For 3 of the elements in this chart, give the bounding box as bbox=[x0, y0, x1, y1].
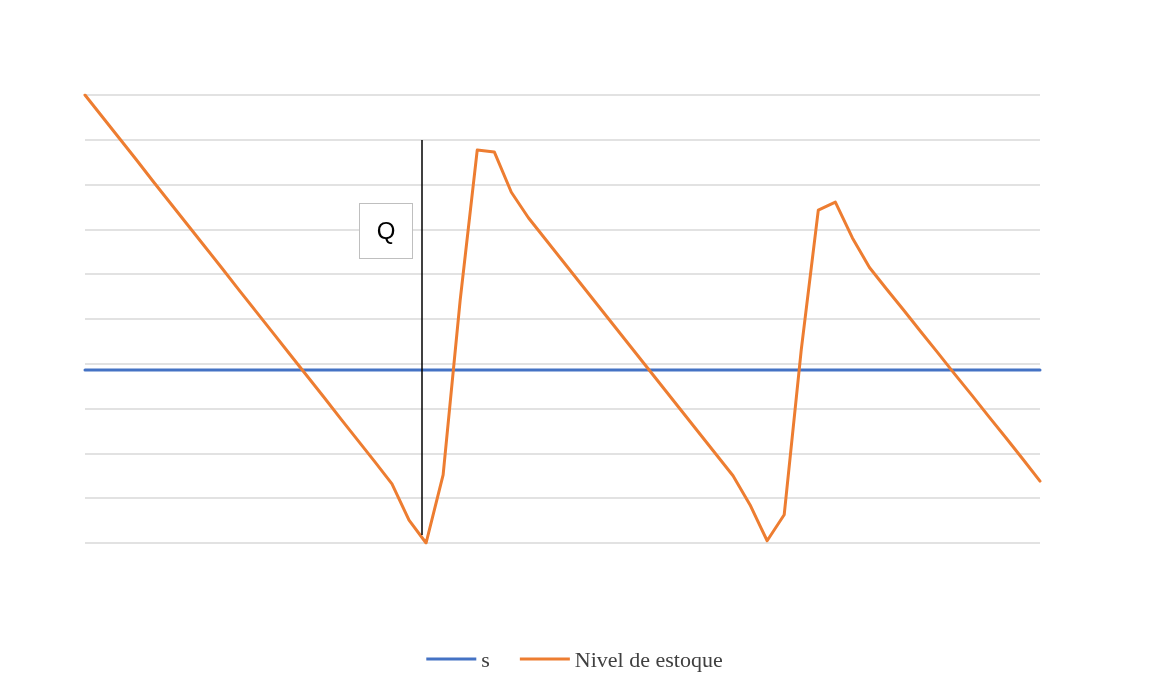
legend-label: Nivel de estoque bbox=[574, 646, 723, 672]
legend-label: s bbox=[481, 646, 490, 672]
annotation: Q bbox=[359, 202, 414, 259]
